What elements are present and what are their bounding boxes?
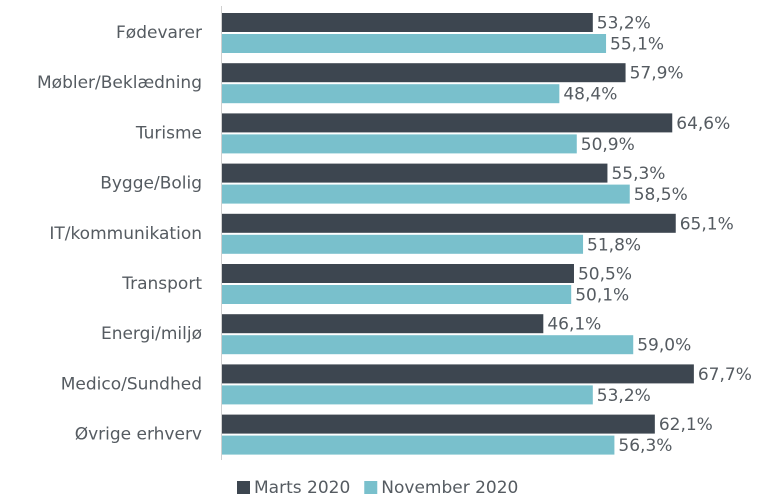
bar [222,213,676,233]
value-label: 46,1% [547,315,601,335]
value-label: 50,1% [575,286,629,306]
bar [222,435,615,455]
bar [222,134,577,154]
value-label: 67,7% [698,365,752,385]
value-label: 55,3% [611,164,665,184]
value-label: 58,5% [634,185,688,205]
bar [222,385,593,405]
category-label: Turisme [135,123,202,143]
category-label: IT/kommunikation [49,224,202,244]
value-label: 59,0% [637,336,691,356]
value-label: 65,1% [680,214,734,234]
bar [222,335,634,355]
category-label: Energi/miljø [101,324,202,344]
value-label: 51,8% [587,235,641,255]
category-label: Fødevarer [116,23,202,43]
category-label: Bygge/Bolig [100,174,202,194]
bar [222,264,574,283]
value-label: 64,6% [676,114,730,134]
value-label: 62,1% [659,415,713,435]
category-label: Medico/Sundhed [61,374,202,394]
bar [222,13,593,32]
bar [222,84,560,104]
bar [222,314,544,334]
bar [222,34,607,53]
legend-label: November 2020 [381,478,518,496]
legend-swatch [364,481,378,494]
bar [222,63,626,83]
bar [222,113,673,133]
value-label: 48,4% [563,85,617,105]
bar [222,364,694,384]
value-label: 55,1% [610,35,664,55]
value-label: 50,5% [578,265,632,285]
bar [222,285,572,304]
value-label: 53,2% [597,14,651,34]
category-label: Øvrige erhverv [75,425,202,445]
value-label: 56,3% [618,436,672,456]
bar [222,184,630,204]
legend-label: Marts 2020 [254,478,350,496]
value-label: 53,2% [597,386,651,406]
legend-swatch [237,481,250,494]
value-label: 57,9% [630,64,684,84]
category-label: Transport [121,274,202,294]
bar [222,163,608,183]
value-label: 50,9% [581,135,635,155]
category-label: Møbler/Beklædning [37,73,202,93]
bar [222,234,584,254]
bar [222,414,655,434]
